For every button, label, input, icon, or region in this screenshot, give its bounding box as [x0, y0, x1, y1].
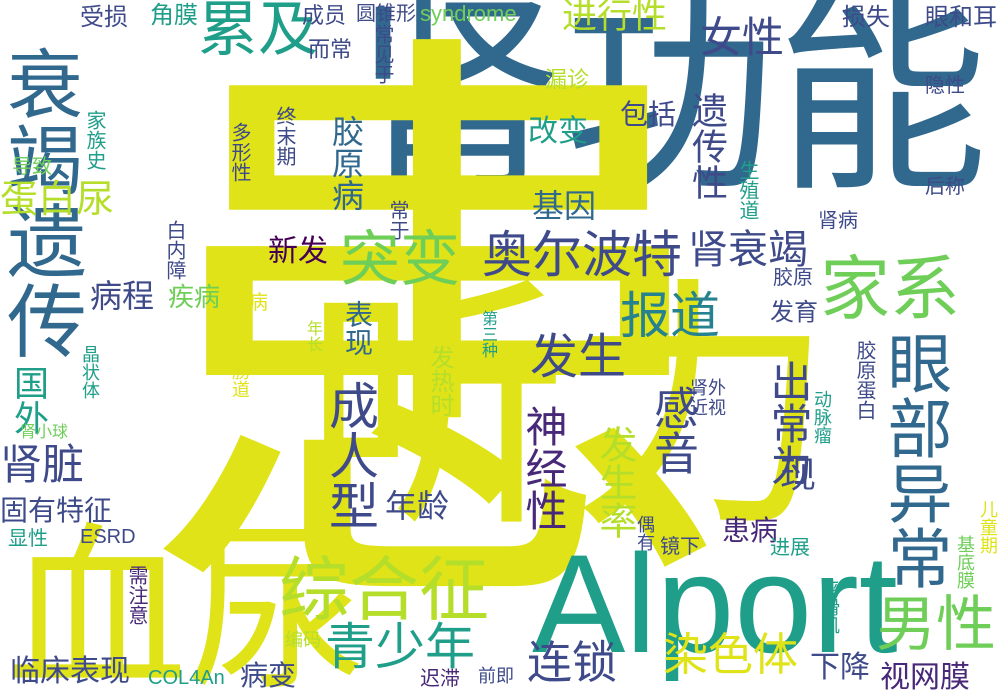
word-jinshi: 近视: [690, 398, 726, 419]
word-shenwai: 肾外: [690, 378, 726, 399]
word-shenjingxing: 神经性: [519, 405, 568, 531]
word-jiaomo: 角膜: [150, 1, 198, 29]
word-nanxing: 男性: [876, 590, 996, 660]
word-louzhen: 漏诊: [545, 68, 590, 93]
word-xian: 现: [780, 455, 817, 496]
word-xuzhuyi: 需注意: [125, 565, 149, 625]
word-sunshi: 损失: [842, 3, 890, 31]
word-baokuo: 包括: [620, 98, 677, 131]
word-shengongneng: 肾功能: [352, 0, 988, 221]
word-xiajiang: 下降: [810, 650, 870, 685]
word-bianma: 编码: [285, 630, 321, 651]
word-baodao: 报道: [620, 287, 720, 345]
word-jiazushi: 家族史: [83, 110, 107, 170]
word-chizhi: 迟滞: [420, 666, 460, 690]
word-jiaxi: 家系: [820, 248, 960, 330]
word-jidimo: 基底膜: [954, 535, 975, 589]
word-chengrenxing: 成人型: [321, 380, 379, 530]
word-changyu: 常于: [386, 200, 410, 240]
word-huan: 患: [30, 15, 735, 620]
word-daozhi: 导致: [12, 154, 52, 178]
word-jibing: 疾病: [168, 283, 221, 313]
word-shiwangmo: 视网膜: [880, 660, 970, 695]
word-baineizhang: 白内障: [163, 220, 187, 280]
word-huanbing: 患病: [722, 514, 779, 547]
word-jiaoyuanbing: 胶原病: [327, 115, 365, 211]
word-erchang: 而常: [308, 38, 353, 63]
word-chengyuan: 成员: [302, 4, 347, 29]
word-jingxia: 镜下: [660, 534, 700, 558]
word-nianling: 年龄: [385, 487, 450, 525]
word-fashenglv: 发生率: [593, 425, 637, 539]
word-alport: Alport: [532, 525, 898, 682]
word-weichangdao: 胃肠道: [229, 344, 250, 398]
word-yanheer: 眼和耳: [925, 3, 997, 31]
word-yinxing: 隐性: [925, 73, 965, 97]
word-ganyin: 感音: [646, 385, 699, 475]
word-danbainiao: 蛋白尿: [0, 177, 115, 221]
word-nvxing: 女性: [700, 13, 785, 62]
word-yichuan: 遗传: [0, 200, 87, 360]
word-guyoutezheng: 固有特征: [0, 494, 113, 527]
word-esrd: ESRD: [80, 526, 136, 548]
word-zhongmoqi: 终末期: [273, 106, 297, 166]
word-shousun: 受损: [80, 3, 128, 31]
word-guowai: 国外: [8, 365, 48, 435]
word-chuchangwei: 出常为: [764, 360, 813, 486]
word-disanzhong: 第三种: [479, 310, 498, 358]
word-pinghuaji: 平滑肌: [819, 580, 840, 634]
word-xinfa: 新发: [268, 234, 328, 269]
word-xianxing: 显性: [8, 526, 48, 550]
word-xueniao: 血尿: [7, 507, 368, 700]
word-jinzhan: 进展: [770, 535, 810, 559]
word-shengzhidao: 生殖道: [736, 160, 760, 220]
word-liansuo: 连锁: [527, 636, 618, 689]
word-shenzang: 肾脏: [0, 440, 85, 489]
word-leiji: 累及: [198, 0, 318, 65]
word-rouyan: 肉眼: [555, 90, 591, 111]
word-syndrome: syndrome: [420, 1, 517, 26]
word-houcheng: 后称: [925, 174, 965, 198]
word-qibing: 起病: [228, 290, 268, 314]
word-ouyou: 偶有: [634, 515, 655, 551]
word-bingbian: 病变: [240, 659, 297, 692]
word-linchuangbiaoxian: 临床表现: [10, 654, 130, 689]
word-jiaoyuandanbai: 胶原蛋白: [853, 340, 877, 420]
word-jiaoyuan: 胶原: [773, 265, 813, 289]
word-gaibian: 改变: [528, 114, 588, 149]
word-fayu: 发育: [770, 298, 818, 326]
word-col4an: COL4An: [148, 667, 225, 689]
word-bingcheng: 病程: [90, 277, 155, 315]
word-jinxingxing: 进行性: [562, 0, 668, 37]
word-yichuanxing: 遗传性: [686, 92, 727, 200]
word-tubian: 突变: [340, 225, 460, 295]
word-zonghezheng: 综合征: [279, 549, 489, 631]
word-shenbing: 肾病: [818, 208, 858, 232]
word-dongmailiu: 动脉瘤: [811, 390, 832, 444]
word-duoxingxing: 多形性: [228, 122, 252, 182]
word-nianzhang: 年长: [304, 320, 323, 352]
word-ertongqi: 儿童期: [977, 500, 998, 554]
word-shenxiaoqiu: 肾小球: [20, 422, 69, 441]
word-qingshaonian: 青少年: [325, 618, 475, 676]
word-yanbuyichang: 眼部异常: [876, 330, 951, 590]
word-shenshuaijie: 肾衰竭: [688, 227, 808, 273]
word-jiyin: 基因: [532, 187, 597, 225]
word-aoerbote: 奥尔波特: [482, 226, 682, 284]
word-shuaijie: 衰竭: [0, 45, 83, 197]
word-fareshi: 发热时: [426, 345, 454, 417]
word-changjianyu: 常见于: [371, 24, 395, 84]
word-yuanzhuixing: 圆锥形: [356, 1, 416, 25]
word-tingli: 听力: [304, 256, 834, 564]
word-biaoxian: 表现: [341, 300, 374, 356]
word-qianji: 前即: [478, 666, 514, 687]
word-fasheng: 发生: [530, 329, 627, 385]
word-jingzhuangti: 晶状体: [79, 345, 100, 399]
word-ranseti: 染色体: [663, 628, 799, 681]
